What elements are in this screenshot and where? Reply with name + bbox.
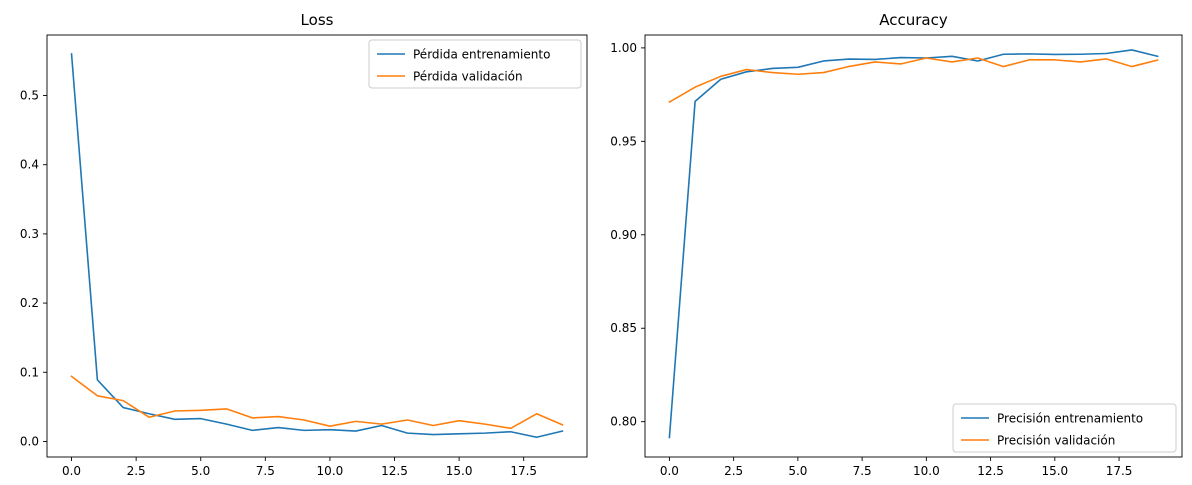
y-tick-label: 0.85 [610, 321, 637, 335]
x-tick-label: 7.5 [853, 464, 872, 478]
chart-title: Loss [301, 11, 334, 29]
x-tick-label: 2.5 [724, 464, 743, 478]
x-tick-label: 12.5 [977, 464, 1004, 478]
x-tick-label: 2.5 [127, 464, 146, 478]
x-tick-label: 17.5 [510, 464, 537, 478]
y-tick-label: 0.95 [610, 134, 637, 148]
y-tick-label: 0.3 [20, 227, 39, 241]
y-tick-label: 0.4 [20, 158, 39, 172]
legend-box [952, 403, 1177, 453]
x-tick-label: 15.0 [446, 464, 473, 478]
legend-label-1: Pérdida entrenamiento [413, 48, 550, 62]
chart-panel-1: Loss 0.0 2.5 5.0 7.5 10.0 12.5 15.0 17.5 0.0 0.1 0.… [20, 11, 588, 478]
x-tick-label: 10.0 [317, 464, 344, 478]
chart-panel-2: Accuracy 0.0 2.5 5.0 7.5 10.0 12.5 15.0 17.5 0.80… [610, 11, 1183, 478]
legend: Pérdida entrenamiento Pérdida validación [368, 39, 582, 89]
y-tick-label: 1.00 [610, 41, 637, 55]
x-tick-label: 7.5 [256, 464, 275, 478]
legend-box [368, 39, 582, 89]
legend-label-2: Precisión validación [997, 434, 1115, 448]
y-tick-label: 0.5 [20, 89, 39, 103]
chart-title: Accuracy [879, 11, 948, 29]
x-tick-label: 0.0 [62, 464, 81, 478]
series-line-2 [70, 375, 564, 430]
series-line-1 [668, 49, 1159, 439]
x-tick-label: 12.5 [381, 464, 408, 478]
y-tick-label: 0.0 [20, 434, 39, 448]
legend-label-2: Pérdida validación [413, 70, 523, 84]
legend-label-1: Precisión entrenamiento [997, 412, 1143, 426]
y-tick-label: 0.90 [610, 228, 637, 242]
series-line-2 [668, 57, 1159, 104]
x-tick-label: 17.5 [1106, 464, 1133, 478]
x-tick-label: 5.0 [788, 464, 807, 478]
plot-area-frame [46, 34, 588, 458]
y-tick-label: 0.1 [20, 365, 39, 379]
plot-area-frame [644, 34, 1183, 458]
y-tick-label: 0.80 [610, 415, 637, 429]
x-tick-label: 10.0 [913, 464, 940, 478]
x-tick-label: 5.0 [191, 464, 210, 478]
series-line-1 [70, 53, 564, 439]
x-tick-label: 15.0 [1041, 464, 1068, 478]
legend: Precisión entrenamiento Precisión validac… [952, 403, 1177, 453]
x-tick-label: 0.0 [660, 464, 679, 478]
y-tick-label: 0.2 [20, 296, 39, 310]
